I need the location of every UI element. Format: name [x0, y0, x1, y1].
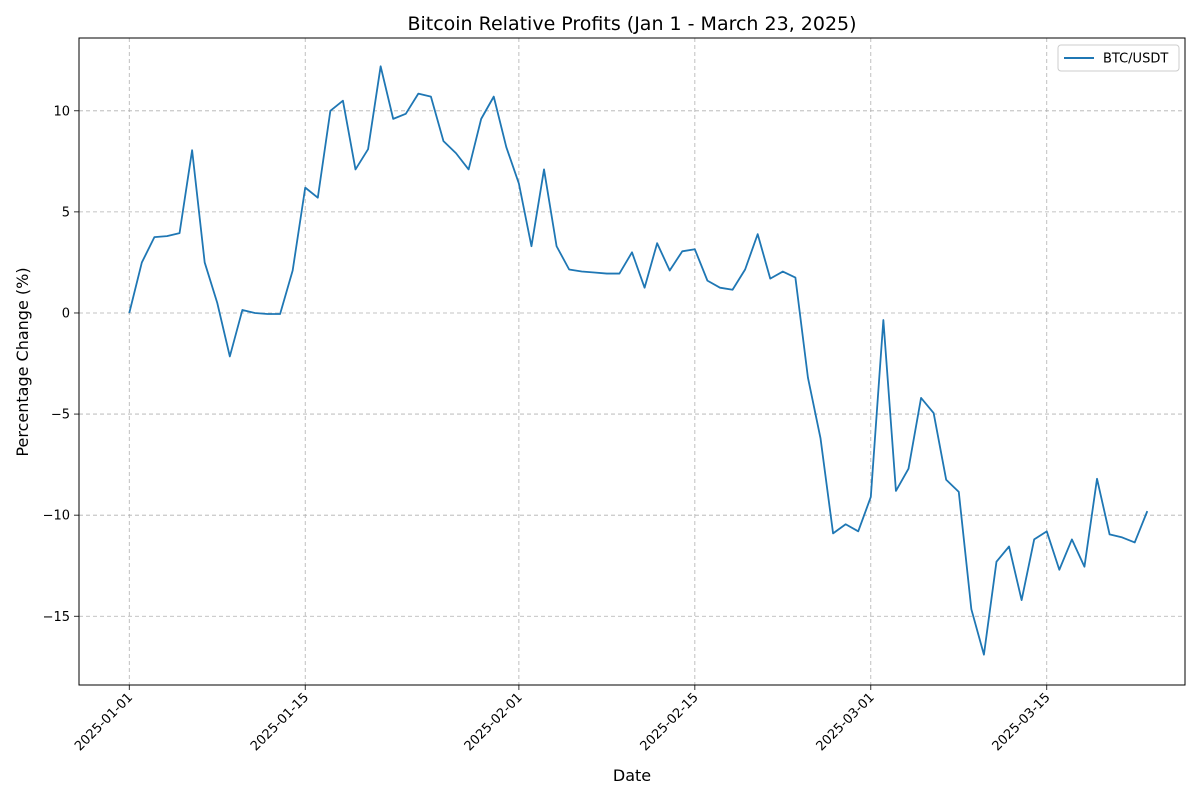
series-layer: [128, 65, 1149, 656]
legend: BTC/USDT: [1057, 44, 1180, 72]
x-tick-label: 2025-01-01: [72, 690, 136, 754]
chart-title: Bitcoin Relative Profits (Jan 1 - March …: [407, 13, 856, 35]
x-tick-label: 2025-03-01: [814, 690, 878, 754]
y-tick-label: 0: [62, 306, 70, 321]
legend-box: [1057, 44, 1180, 72]
legend-label-btc-usdt: BTC/USDT: [1103, 52, 1168, 67]
x-tick-label: 2025-02-15: [638, 690, 702, 754]
tick-layer: 2025-01-01 2025-01-15 2025-02-01 2025-02-15…: [43, 104, 1054, 754]
y-tick-label: −15: [43, 610, 70, 625]
x-tick-label: 2025-01-15: [248, 690, 312, 754]
y-tick-label: 5: [62, 205, 70, 220]
y-tick-label: −5: [51, 408, 70, 423]
grid-lines: [79, 38, 1185, 685]
y-tick-label: −10: [43, 509, 70, 524]
x-tick-label: 2025-02-01: [462, 690, 526, 754]
y-axis-title: Percentage Change (%): [13, 267, 32, 456]
x-axis-title: Date: [613, 766, 651, 785]
plot-frame: [78, 37, 1186, 686]
y-tick-label: 10: [53, 104, 70, 119]
series-line-btc-usdt: [128, 65, 1149, 656]
x-tick-label: 2025-03-15: [990, 690, 1054, 754]
